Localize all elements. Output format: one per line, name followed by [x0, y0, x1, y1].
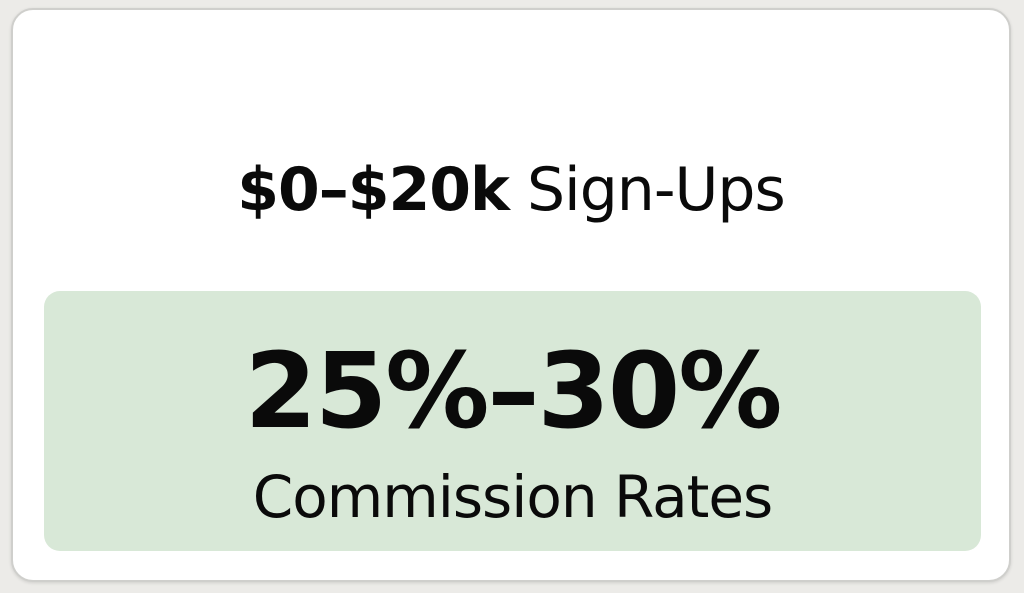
info-card: $0–$20k Sign-Ups 25%–30% Commission Rate…: [11, 8, 1011, 582]
tier-headline: $0–$20k Sign-Ups: [13, 150, 1009, 230]
signup-label: Sign-Ups: [526, 155, 786, 225]
commission-label: Commission Rates: [252, 463, 774, 531]
commission-rate: 25%–30%: [244, 330, 783, 452]
signup-range: $0–$20k: [237, 155, 510, 225]
commission-panel: 25%–30% Commission Rates: [44, 291, 981, 551]
